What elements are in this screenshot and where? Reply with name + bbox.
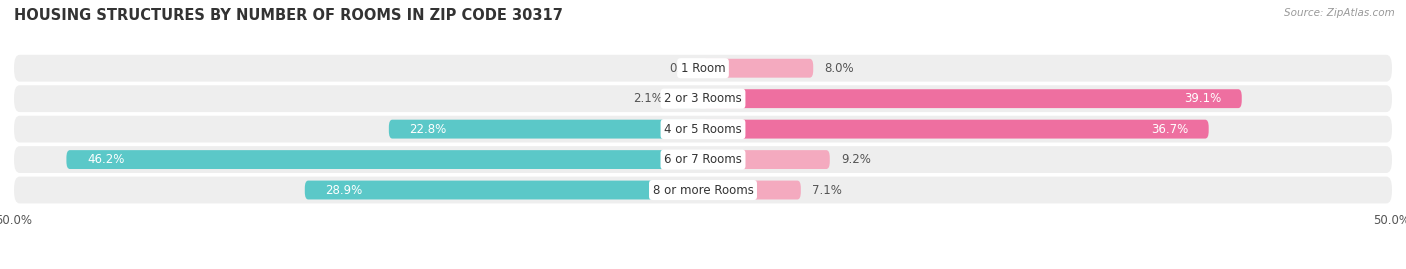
Text: 0.0%: 0.0% [669,62,699,75]
Text: HOUSING STRUCTURES BY NUMBER OF ROOMS IN ZIP CODE 30317: HOUSING STRUCTURES BY NUMBER OF ROOMS IN… [14,8,562,23]
FancyBboxPatch shape [305,180,703,200]
Text: 2 or 3 Rooms: 2 or 3 Rooms [664,92,742,105]
FancyBboxPatch shape [389,120,703,139]
FancyBboxPatch shape [703,180,801,200]
Text: Source: ZipAtlas.com: Source: ZipAtlas.com [1284,8,1395,18]
FancyBboxPatch shape [703,89,1241,108]
FancyBboxPatch shape [14,85,1392,112]
Text: 6 or 7 Rooms: 6 or 7 Rooms [664,153,742,166]
Text: 9.2%: 9.2% [841,153,870,166]
Text: 7.1%: 7.1% [811,183,842,197]
Text: 1 Room: 1 Room [681,62,725,75]
Text: 36.7%: 36.7% [1150,123,1188,136]
Text: 4 or 5 Rooms: 4 or 5 Rooms [664,123,742,136]
Text: 46.2%: 46.2% [87,153,125,166]
FancyBboxPatch shape [14,146,1392,173]
Text: 22.8%: 22.8% [409,123,447,136]
FancyBboxPatch shape [66,150,703,169]
FancyBboxPatch shape [14,177,1392,203]
FancyBboxPatch shape [673,89,703,108]
Text: 39.1%: 39.1% [1184,92,1220,105]
Legend: Owner-occupied, Renter-occupied: Owner-occupied, Renter-occupied [572,266,834,269]
FancyBboxPatch shape [703,59,813,78]
FancyBboxPatch shape [703,150,830,169]
Text: 2.1%: 2.1% [633,92,664,105]
FancyBboxPatch shape [14,55,1392,82]
Text: 8.0%: 8.0% [824,62,853,75]
FancyBboxPatch shape [703,120,1209,139]
FancyBboxPatch shape [14,116,1392,143]
Text: 8 or more Rooms: 8 or more Rooms [652,183,754,197]
Text: 28.9%: 28.9% [325,183,363,197]
